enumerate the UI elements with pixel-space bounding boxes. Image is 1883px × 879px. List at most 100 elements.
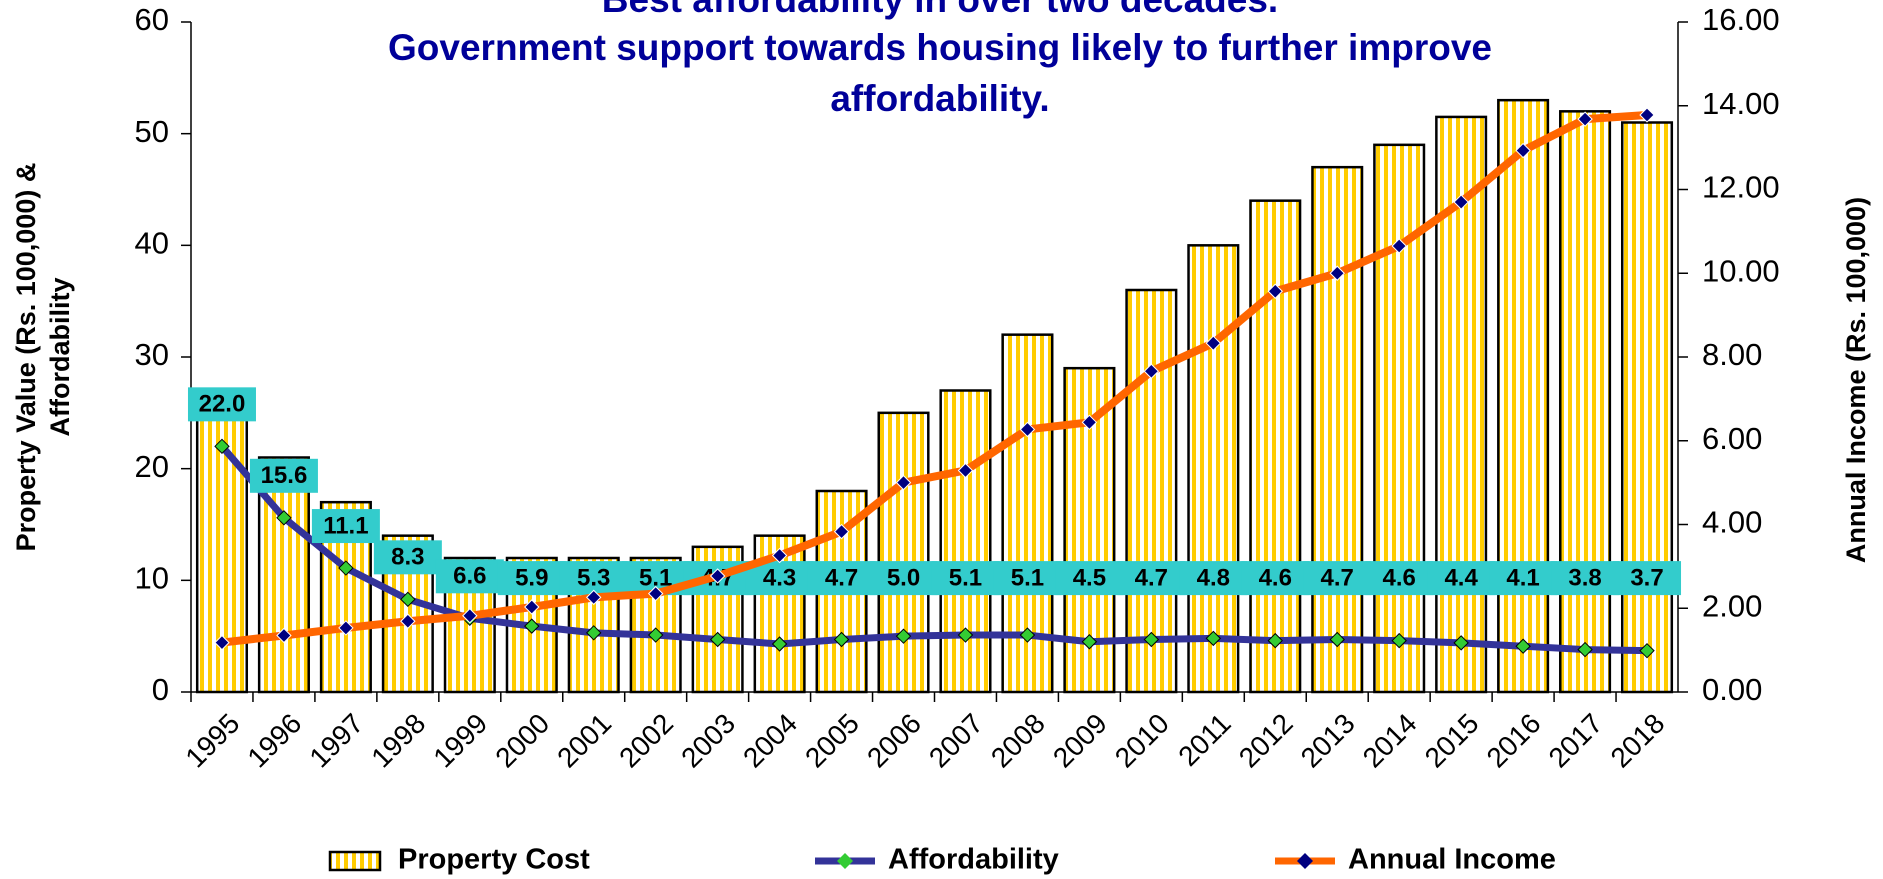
legend-marker	[1297, 853, 1313, 869]
x-tick-label: 2014	[1357, 708, 1423, 774]
data-label: 4.7	[1135, 564, 1168, 591]
bar	[877, 411, 930, 694]
data-label: 4.4	[1444, 564, 1478, 591]
data-label-box	[1551, 561, 1620, 596]
bar	[1497, 98, 1550, 694]
y-tick-label: 0	[152, 672, 169, 707]
x-tick-label: 2018	[1605, 708, 1671, 774]
x-tick-label: 2007	[923, 708, 989, 774]
y-tick-label: 30	[135, 337, 169, 372]
x-tick-label: 2013	[1295, 708, 1361, 774]
y-tick-label: 50	[135, 114, 169, 149]
marker	[1515, 638, 1531, 654]
marker	[586, 625, 602, 641]
marker	[276, 627, 292, 644]
x-tick-label: 2010	[1109, 708, 1175, 774]
bar	[1620, 121, 1674, 694]
marker	[1205, 335, 1222, 351]
marker	[957, 462, 974, 479]
legend-swatch	[328, 850, 382, 872]
marker	[1577, 111, 1593, 127]
data-label: 15.6	[261, 462, 308, 489]
y2-tick-label: 4.00	[1702, 505, 1762, 540]
y-tick-label: 60	[135, 2, 169, 37]
marker	[400, 613, 416, 629]
marker	[1391, 238, 1407, 254]
legend-marker	[837, 853, 853, 869]
x-tick-label: 1995	[179, 708, 245, 774]
data-label-box	[1613, 561, 1682, 596]
data-label: 5.1	[1011, 564, 1044, 591]
marker	[1453, 635, 1469, 651]
data-label-box	[1241, 561, 1310, 596]
bar	[1311, 165, 1364, 694]
marker	[833, 631, 850, 648]
marker	[957, 627, 974, 643]
marker	[524, 599, 540, 615]
data-label: 22.0	[199, 391, 246, 418]
marker	[524, 618, 540, 634]
y-axis-label: Affordability	[45, 278, 75, 437]
data-label: 11.1	[323, 512, 368, 539]
data-label-box	[435, 559, 504, 594]
y-tick-label: 20	[135, 449, 169, 484]
data-label: 6.6	[453, 563, 486, 590]
marker	[1515, 142, 1531, 159]
marker	[1143, 363, 1160, 379]
marker	[1329, 265, 1345, 281]
marker	[1081, 414, 1098, 431]
marker	[1081, 634, 1098, 650]
marker	[1577, 641, 1593, 658]
x-tick-label: 2009	[1047, 708, 1113, 774]
marker	[647, 627, 664, 643]
bar	[1249, 199, 1302, 694]
marker	[1143, 631, 1160, 648]
x-tick-label: 2000	[489, 708, 555, 774]
data-label-box	[869, 561, 938, 596]
y2-tick-label: 6.00	[1702, 421, 1762, 456]
legend-label: Annual Income	[1348, 844, 1556, 876]
data-label: 5.9	[515, 564, 548, 591]
data-label-box	[497, 561, 566, 596]
y2-tick-label: 0.00	[1702, 672, 1762, 707]
data-label-box	[187, 387, 256, 422]
y2-tick-label: 8.00	[1702, 337, 1762, 372]
marker	[709, 568, 726, 584]
data-label: 4.8	[1197, 564, 1230, 591]
x-tick-label: 2003	[675, 708, 741, 774]
marker	[214, 634, 230, 651]
marker	[709, 631, 726, 648]
marker	[1267, 632, 1283, 649]
chart-title: affordability.	[830, 78, 1049, 119]
data-label: 4.3	[763, 564, 796, 591]
marker	[1205, 630, 1222, 647]
marker	[647, 585, 664, 602]
line	[221, 110, 1648, 647]
bar	[1373, 143, 1426, 694]
data-label-box	[993, 561, 1062, 596]
data-label: 5.0	[887, 564, 920, 591]
marker	[276, 510, 292, 526]
marker	[895, 628, 912, 644]
data-label-box	[311, 509, 380, 544]
data-label-box	[931, 561, 1000, 596]
marker	[771, 636, 788, 652]
data-label-box	[1179, 561, 1248, 596]
data-label-box	[1365, 561, 1434, 596]
bar	[1187, 244, 1240, 694]
marker	[1019, 421, 1036, 438]
x-tick-label: 2015	[1419, 708, 1485, 774]
marker	[1639, 642, 1655, 659]
data-label-box	[249, 458, 318, 493]
data-label: 5.3	[577, 564, 610, 591]
chart-title: Best affordability in over two decades.	[602, 0, 1278, 20]
x-tick-label: 1998	[365, 708, 431, 774]
data-label-box	[1489, 561, 1558, 596]
x-tick-label: 1996	[241, 708, 307, 774]
legend-label: Property Cost	[398, 844, 590, 876]
x-tick-label: 2008	[985, 708, 1051, 774]
y-tick-label: 10	[135, 561, 169, 596]
data-label: 4.7	[825, 564, 858, 591]
marker	[1267, 283, 1283, 299]
